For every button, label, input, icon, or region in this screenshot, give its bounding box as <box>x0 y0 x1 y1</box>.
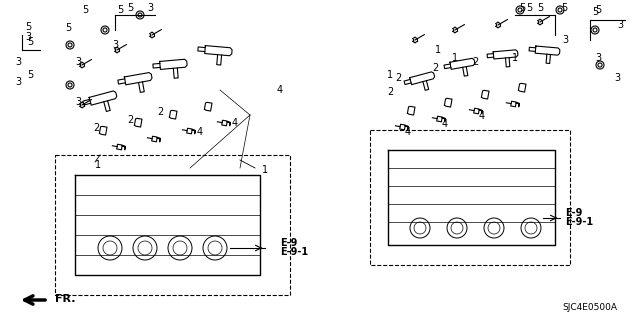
Text: 4: 4 <box>479 111 485 121</box>
Bar <box>370 130 570 265</box>
Text: 5: 5 <box>526 3 532 13</box>
Text: 4: 4 <box>277 85 283 95</box>
Text: 5: 5 <box>519 3 525 13</box>
Text: 5: 5 <box>117 5 123 15</box>
Text: 2: 2 <box>387 87 393 97</box>
Text: 3: 3 <box>75 57 81 67</box>
Text: 3: 3 <box>562 35 568 45</box>
Text: 5: 5 <box>537 3 543 13</box>
Text: E-9-1: E-9-1 <box>565 217 593 227</box>
Text: FR.: FR. <box>55 294 76 304</box>
Text: 3: 3 <box>75 97 81 107</box>
Text: 2: 2 <box>395 73 401 83</box>
Text: 5: 5 <box>127 3 133 13</box>
Text: 5: 5 <box>25 22 31 32</box>
Text: 2: 2 <box>432 63 438 73</box>
Text: 3: 3 <box>15 57 21 67</box>
Text: 2: 2 <box>472 57 478 67</box>
Text: E-9-1: E-9-1 <box>280 247 308 257</box>
Text: 5: 5 <box>65 23 71 33</box>
Text: 3: 3 <box>25 32 31 42</box>
Text: 4: 4 <box>405 127 411 137</box>
Text: 1: 1 <box>262 165 268 175</box>
Text: 3: 3 <box>15 77 21 87</box>
Text: SJC4E0500A: SJC4E0500A <box>563 303 618 313</box>
Text: 2: 2 <box>93 123 99 133</box>
Text: 5: 5 <box>561 3 567 13</box>
Text: 3: 3 <box>147 3 153 13</box>
Text: 4: 4 <box>197 127 203 137</box>
Text: 1: 1 <box>452 53 458 63</box>
Text: 2: 2 <box>127 115 133 125</box>
Text: 1: 1 <box>435 45 441 55</box>
Text: E-9: E-9 <box>565 208 582 218</box>
Text: 1: 1 <box>95 160 101 170</box>
Text: 3: 3 <box>595 53 601 63</box>
Text: 1: 1 <box>387 70 393 80</box>
Text: 4: 4 <box>232 118 238 128</box>
Text: 3: 3 <box>112 40 118 50</box>
Text: 1: 1 <box>512 53 518 63</box>
Text: 3: 3 <box>617 20 623 30</box>
Text: 5: 5 <box>592 7 598 17</box>
Text: 4: 4 <box>442 119 448 129</box>
Text: 5: 5 <box>595 5 601 15</box>
Text: E-9: E-9 <box>280 238 298 248</box>
Text: 3: 3 <box>614 73 620 83</box>
Text: 5: 5 <box>27 37 33 47</box>
Text: 5: 5 <box>82 5 88 15</box>
Bar <box>55 155 290 295</box>
Text: 5: 5 <box>27 70 33 80</box>
Text: 2: 2 <box>157 107 163 117</box>
